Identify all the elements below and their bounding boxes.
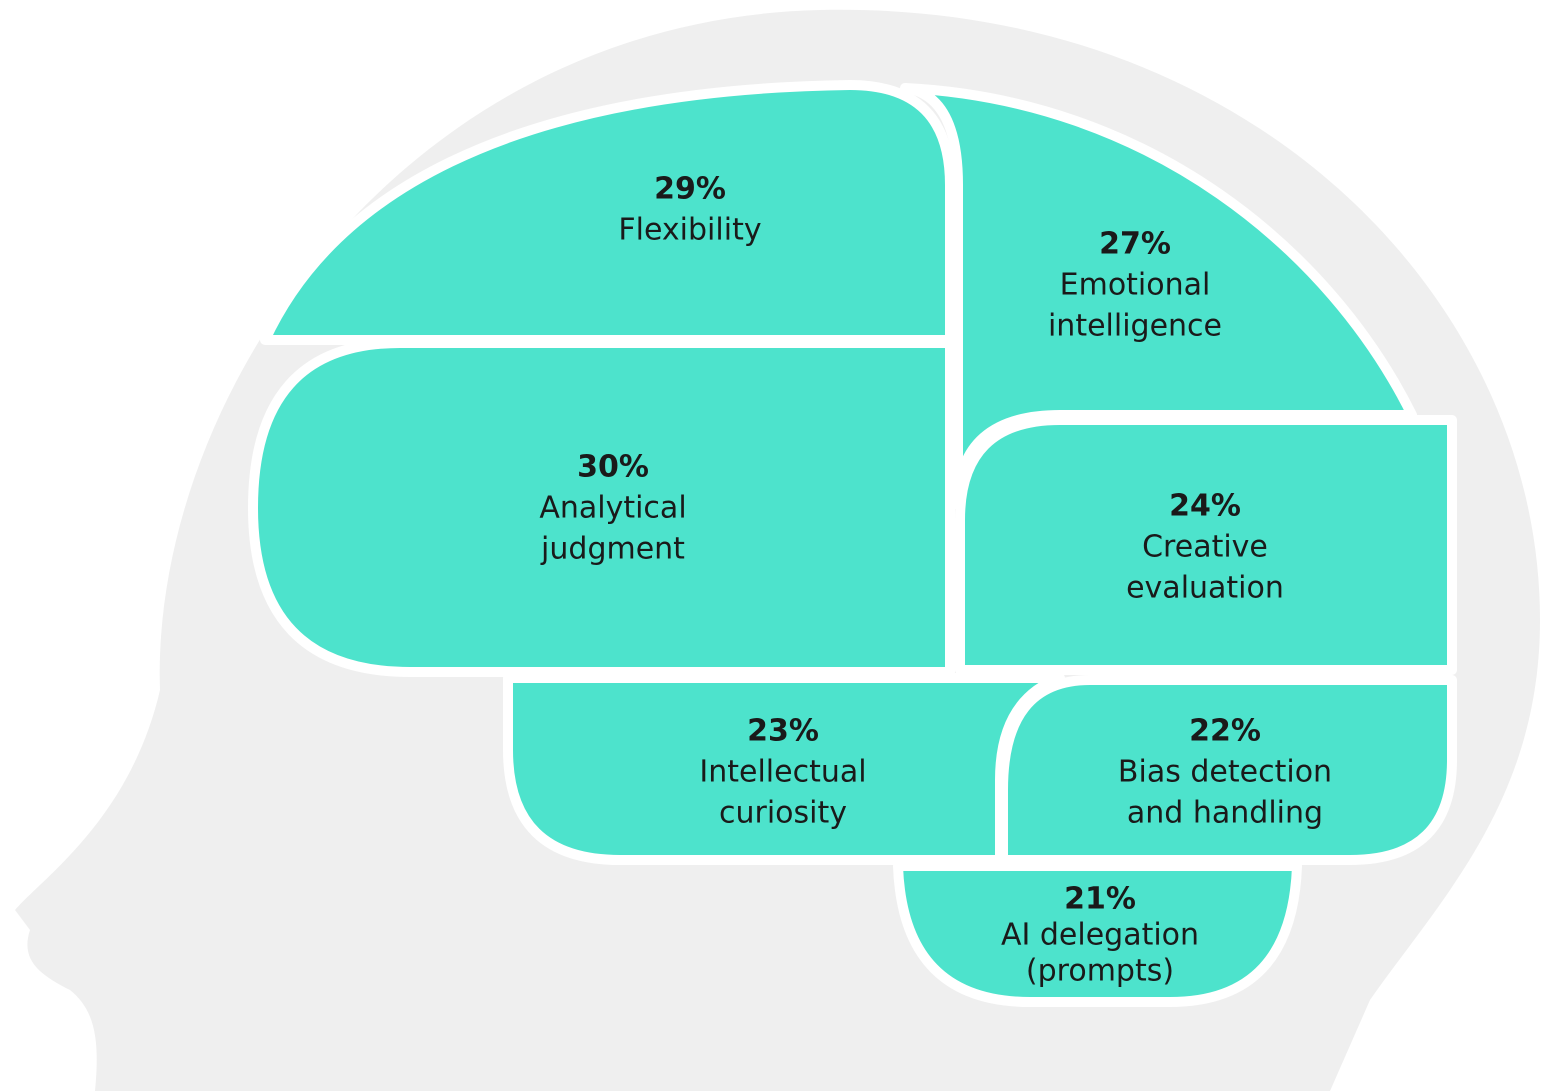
region-label: curiosity <box>719 796 847 831</box>
brain-region <box>998 675 1457 865</box>
region-label: Analytical <box>539 491 686 526</box>
brain-regions <box>248 80 1457 1007</box>
brain-region <box>260 80 955 345</box>
region-label: Flexibility <box>618 213 761 248</box>
brain-region <box>955 415 1457 675</box>
region-label: Creative <box>1142 530 1268 565</box>
region-label: (prompts) <box>1026 954 1174 989</box>
region-percentage: 27% <box>1099 227 1171 262</box>
brain-region <box>248 338 955 677</box>
region-label: and handling <box>1127 796 1323 831</box>
brain-region <box>900 83 1417 510</box>
region-label: Emotional <box>1060 268 1211 303</box>
region-percentage: 22% <box>1189 714 1261 749</box>
region-label: judgment <box>540 532 685 567</box>
region-percentage: 30% <box>577 450 649 485</box>
region-percentage: 23% <box>747 714 819 749</box>
region-percentage: 24% <box>1169 489 1241 524</box>
region-label: AI delegation <box>1001 918 1199 953</box>
region-percentage: 21% <box>1064 882 1136 917</box>
region-label: Intellectual <box>699 755 866 790</box>
region-label: Bias detection <box>1118 755 1332 790</box>
region-labels: 29% Flexibility 27% Emotional intelligence 30… <box>539 172 1332 989</box>
region-label: intelligence <box>1048 309 1222 344</box>
region-percentage: 29% <box>654 172 726 207</box>
region-label: evaluation <box>1126 571 1284 606</box>
brain-region <box>893 861 1302 1007</box>
